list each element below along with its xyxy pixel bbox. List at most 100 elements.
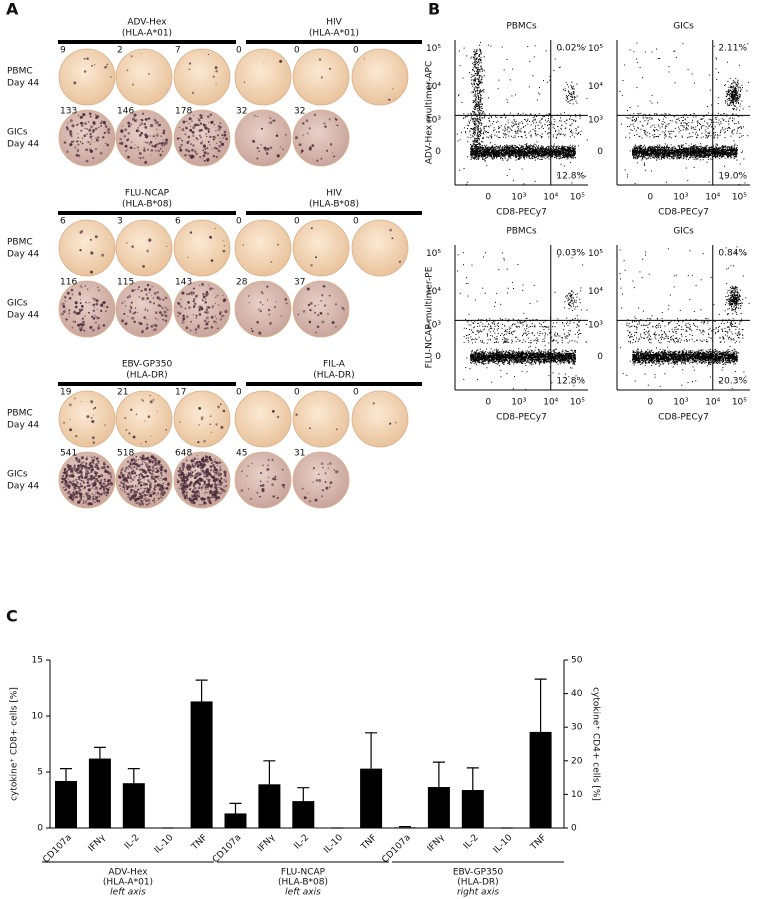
event — [517, 146, 519, 148]
spot — [285, 134, 287, 136]
event — [570, 150, 572, 152]
event — [523, 126, 525, 128]
spot — [196, 472, 198, 475]
spot — [183, 490, 186, 493]
event — [545, 153, 547, 155]
spot — [62, 421, 66, 424]
event — [524, 150, 526, 152]
spot — [201, 478, 204, 481]
event — [480, 129, 482, 131]
spot — [271, 120, 274, 122]
spot — [126, 69, 129, 72]
event — [479, 150, 481, 152]
event — [574, 136, 576, 138]
event — [481, 78, 483, 80]
spot — [183, 487, 187, 491]
event — [543, 153, 545, 155]
event — [478, 54, 480, 56]
spot — [91, 487, 94, 489]
spot — [208, 122, 210, 124]
event — [473, 113, 475, 115]
event — [527, 146, 529, 148]
event — [566, 152, 568, 154]
spot — [192, 287, 195, 290]
event — [470, 155, 472, 157]
event — [507, 149, 509, 151]
event — [517, 152, 519, 154]
spot — [75, 470, 78, 473]
spot — [167, 309, 169, 311]
event — [475, 151, 477, 153]
spot — [85, 462, 88, 465]
event — [542, 152, 544, 154]
event — [527, 153, 529, 155]
spot — [157, 145, 159, 148]
spot-count: 6 — [60, 217, 66, 227]
spot — [222, 314, 225, 317]
spot — [153, 323, 156, 327]
event — [540, 154, 542, 156]
spot — [189, 143, 193, 146]
spot — [88, 311, 90, 314]
event — [551, 155, 553, 157]
row-label: GICs — [7, 299, 28, 309]
spot — [259, 484, 262, 487]
well — [234, 109, 292, 167]
spot — [218, 304, 220, 306]
spot — [107, 490, 109, 493]
spot — [177, 301, 180, 305]
spot-count: 7 — [175, 46, 181, 56]
spot — [216, 156, 218, 158]
event — [527, 151, 529, 153]
event — [579, 115, 581, 117]
event — [498, 151, 500, 153]
event — [535, 145, 537, 147]
spot — [74, 301, 78, 305]
event — [563, 151, 565, 153]
spot — [324, 481, 327, 483]
spot — [197, 326, 200, 329]
spot — [123, 488, 126, 491]
event — [551, 145, 553, 147]
spot — [79, 285, 82, 287]
event — [477, 85, 479, 87]
event — [476, 156, 478, 158]
event — [494, 155, 496, 157]
event — [548, 154, 550, 156]
spot — [247, 295, 250, 297]
spot — [149, 135, 152, 137]
event — [471, 157, 473, 159]
event — [510, 150, 512, 152]
spot — [146, 141, 149, 144]
spot — [188, 467, 190, 470]
spot — [207, 140, 210, 143]
event — [497, 120, 499, 122]
well-plate — [115, 48, 173, 106]
event — [524, 148, 526, 150]
spot — [92, 485, 95, 487]
event — [509, 152, 511, 154]
spot — [118, 142, 121, 145]
spot — [80, 304, 84, 308]
spot — [104, 66, 107, 69]
well — [173, 48, 231, 106]
spot — [71, 124, 75, 128]
event — [569, 118, 571, 120]
event — [542, 147, 544, 149]
event — [472, 79, 474, 81]
spot — [211, 495, 215, 499]
event — [472, 153, 474, 155]
well-plate — [351, 219, 409, 277]
spot — [100, 493, 103, 496]
event — [506, 147, 508, 149]
spot — [121, 478, 125, 482]
spot — [129, 310, 132, 314]
spot — [196, 492, 198, 494]
event — [552, 154, 554, 156]
spot — [124, 128, 128, 132]
spot — [95, 137, 98, 140]
event — [496, 148, 498, 150]
spot — [194, 469, 197, 472]
event — [541, 152, 543, 154]
spot — [320, 299, 323, 302]
